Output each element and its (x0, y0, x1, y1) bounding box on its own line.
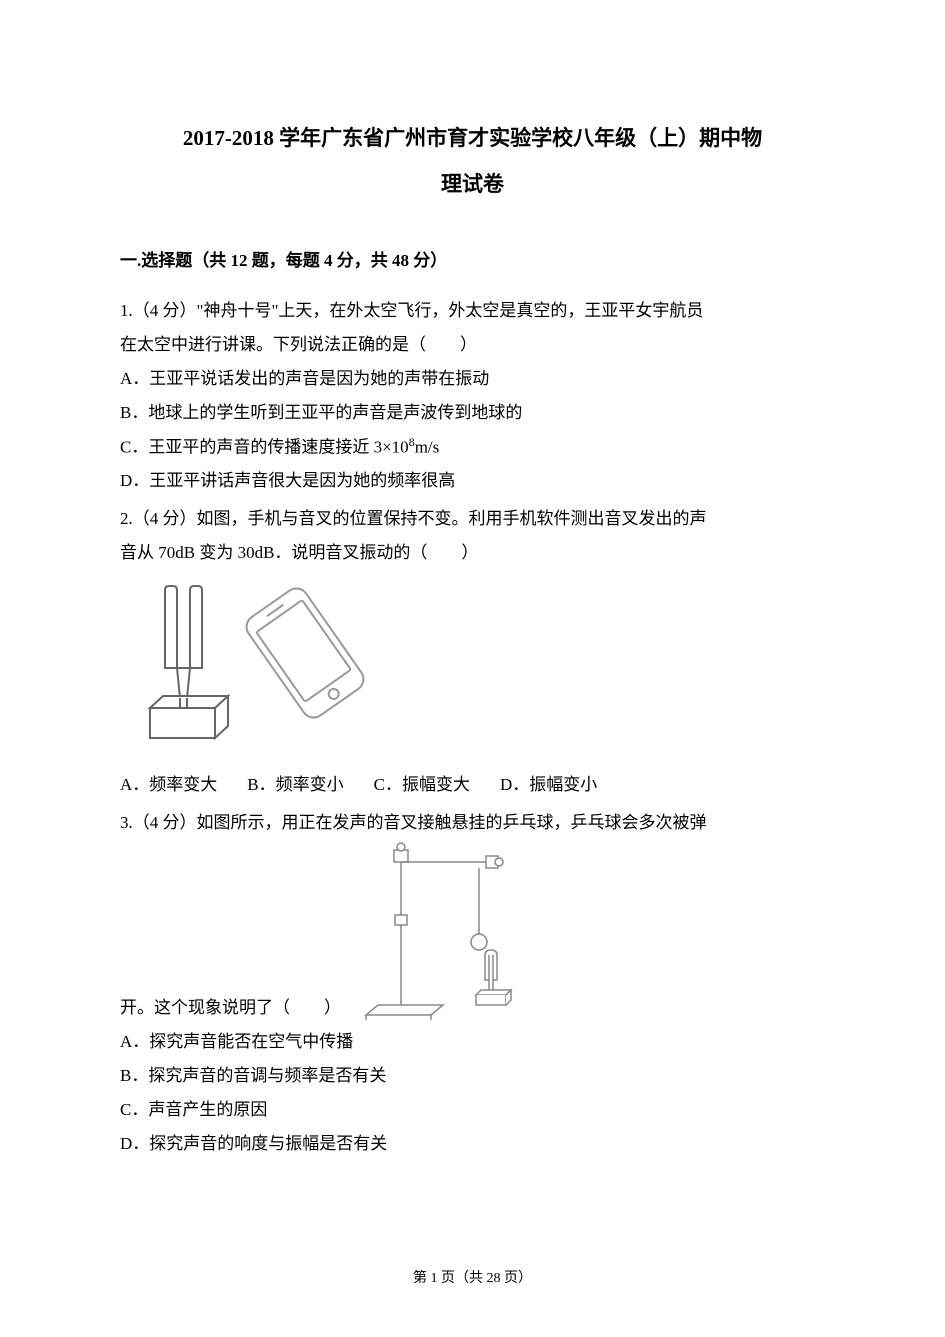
pendulum-tuning-fork-icon (351, 840, 541, 1025)
question-3: 3.（4 分）如图所示，用正在发声的音叉接触悬挂的乒乓球，乒乓球会多次被弹 开。… (120, 806, 825, 1161)
q3-option-b: B．探究声音的音调与频率是否有关 (120, 1059, 825, 1093)
q2-options: A．频率变大 B．频率变小 C．振幅变大 D．振幅变小 (120, 768, 825, 802)
q3-option-a: A．探究声音能否在空气中传播 (120, 1025, 825, 1059)
q3-figure (351, 840, 541, 1025)
document-title-line1: 2017-2018 学年广东省广州市育才实验学校八年级（上）期中物 (120, 120, 825, 158)
question-1: 1.（4 分）"神舟十号"上天，在外太空飞行，外太空是真空的，王亚平女宇航员 在… (120, 294, 825, 499)
q2-stem-line2: 音从 70dB 变为 30dB．说明音叉振动的（ ） (120, 536, 825, 570)
q1-option-c: C．王亚平的声音的传播速度接近 3×108m/s (120, 430, 825, 465)
q1-stem-line2: 在太空中进行讲课。下列说法正确的是（ ） (120, 328, 825, 362)
q2-option-a: A．频率变大 (120, 768, 217, 802)
q3-stem-line1: 3.（4 分）如图所示，用正在发声的音叉接触悬挂的乒乓球，乒乓球会多次被弹 (120, 806, 825, 840)
q1-option-d: D．王亚平讲话声音很大是因为她的频率很高 (120, 464, 825, 498)
q2-option-d: D．振幅变小 (500, 768, 597, 802)
q2-option-c: C．振幅变大 (374, 768, 470, 802)
q1-option-b: B．地球上的学生听到王亚平的声音是声波传到地球的 (120, 396, 825, 430)
document-title-line2: 理试卷 (120, 166, 825, 204)
q1-option-c-pre: C．王亚平的声音的传播速度接近 3×10 (120, 437, 409, 456)
question-2: 2.（4 分）如图，手机与音叉的位置保持不变。利用手机软件测出音叉发出的声 音从… (120, 502, 825, 802)
q2-stem-line1: 2.（4 分）如图，手机与音叉的位置保持不变。利用手机软件测出音叉发出的声 (120, 502, 825, 536)
q3-option-c: C．声音产生的原因 (120, 1093, 825, 1127)
section-header: 一.选择题（共 12 题，每题 4 分，共 48 分） (120, 244, 825, 278)
q2-figure (120, 578, 825, 760)
q1-option-c-post: m/s (415, 437, 440, 456)
q2-option-b: B．频率变小 (247, 768, 343, 802)
q3-option-d: D．探究声音的响度与振幅是否有关 (120, 1127, 825, 1161)
tuning-fork-phone-icon (120, 578, 390, 748)
q1-stem-line1: 1.（4 分）"神舟十号"上天，在外太空飞行，外太空是真空的，王亚平女宇航员 (120, 294, 825, 328)
page-footer: 第 1 页（共 28 页） (0, 1267, 945, 1287)
q1-option-a: A．王亚平说话发出的声音是因为她的声带在振动 (120, 362, 825, 396)
q3-stem-line2: 开。这个现象说明了（ ） (120, 991, 341, 1025)
